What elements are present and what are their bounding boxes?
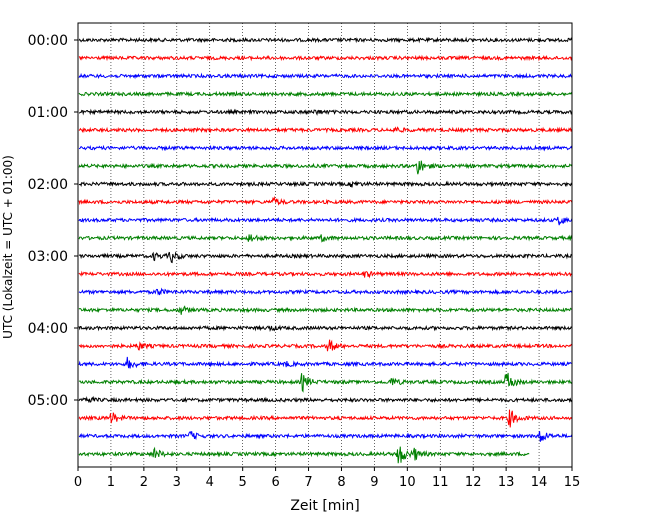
x-tick-label-10: 10: [399, 475, 416, 490]
trace-lines: [78, 36, 573, 464]
trace-0145: [78, 160, 573, 175]
x-axis-ticks: 0 1 2 3 4 5 6 7 8 9 10 11 12 13 14 15: [74, 467, 580, 490]
x-axis-label: Zeit [min]: [290, 498, 359, 514]
trace-0530: [78, 431, 573, 442]
trace-0430: [78, 356, 572, 369]
trace-0045: [78, 90, 573, 98]
x-tick-label-6: 6: [271, 475, 279, 490]
x-tick-label-7: 7: [304, 475, 312, 490]
x-tick-label-5: 5: [239, 475, 247, 490]
trace-0030: [78, 72, 573, 80]
x-tick-label-4: 4: [206, 475, 214, 490]
trace-0545: [78, 446, 530, 464]
x-tick-label-11: 11: [432, 475, 449, 490]
y-tick-label-02:00: 02:00: [28, 177, 68, 193]
x-tick-label-3: 3: [173, 475, 181, 490]
trace-0400: [78, 324, 573, 332]
trace-0130: [78, 144, 573, 152]
y-tick-label-05:00: 05:00: [28, 393, 68, 409]
trace-0500: [78, 395, 573, 404]
trace-0100: [78, 108, 573, 116]
trace-0115: [78, 126, 573, 134]
trace-0445: [78, 372, 573, 393]
trace-0330: [78, 287, 573, 296]
y-tick-label-00:00: 00:00: [28, 33, 68, 49]
trace-0300: [78, 251, 573, 264]
x-tick-label-12: 12: [465, 475, 482, 490]
trace-0315: [78, 270, 573, 279]
grid-lines: [110, 23, 540, 467]
trace-0230: [78, 216, 573, 226]
x-tick-label-15: 15: [564, 475, 581, 490]
x-tick-label-9: 9: [370, 475, 378, 490]
x-tick-label-8: 8: [337, 475, 345, 490]
x-tick-label-13: 13: [498, 475, 515, 490]
x-tick-label-1: 1: [107, 475, 115, 490]
plot-frame: [77, 22, 573, 468]
y-tick-label-03:00: 03:00: [28, 249, 68, 265]
trace-0515: [78, 409, 573, 428]
trace-0345: [78, 305, 572, 315]
trace-0415: [78, 339, 573, 352]
trace-0215: [78, 195, 573, 206]
trace-0000: [78, 36, 573, 44]
trace-0245: [78, 234, 573, 243]
y-axis-label: UTC (Lokalzeit = UTC + 01:00): [1, 155, 15, 339]
y-tick-label-04:00: 04:00: [28, 321, 68, 337]
trace-0200: [78, 180, 573, 188]
x-tick-label-0: 0: [74, 475, 82, 490]
x-tick-label-2: 2: [140, 475, 148, 490]
x-tick-label-14: 14: [531, 475, 548, 490]
trace-0015: [78, 54, 573, 62]
y-axis-ticks: 00:00 01:00 02:00 03:00 04:00 05:00: [28, 33, 78, 409]
y-tick-label-01:00: 01:00: [28, 105, 68, 121]
